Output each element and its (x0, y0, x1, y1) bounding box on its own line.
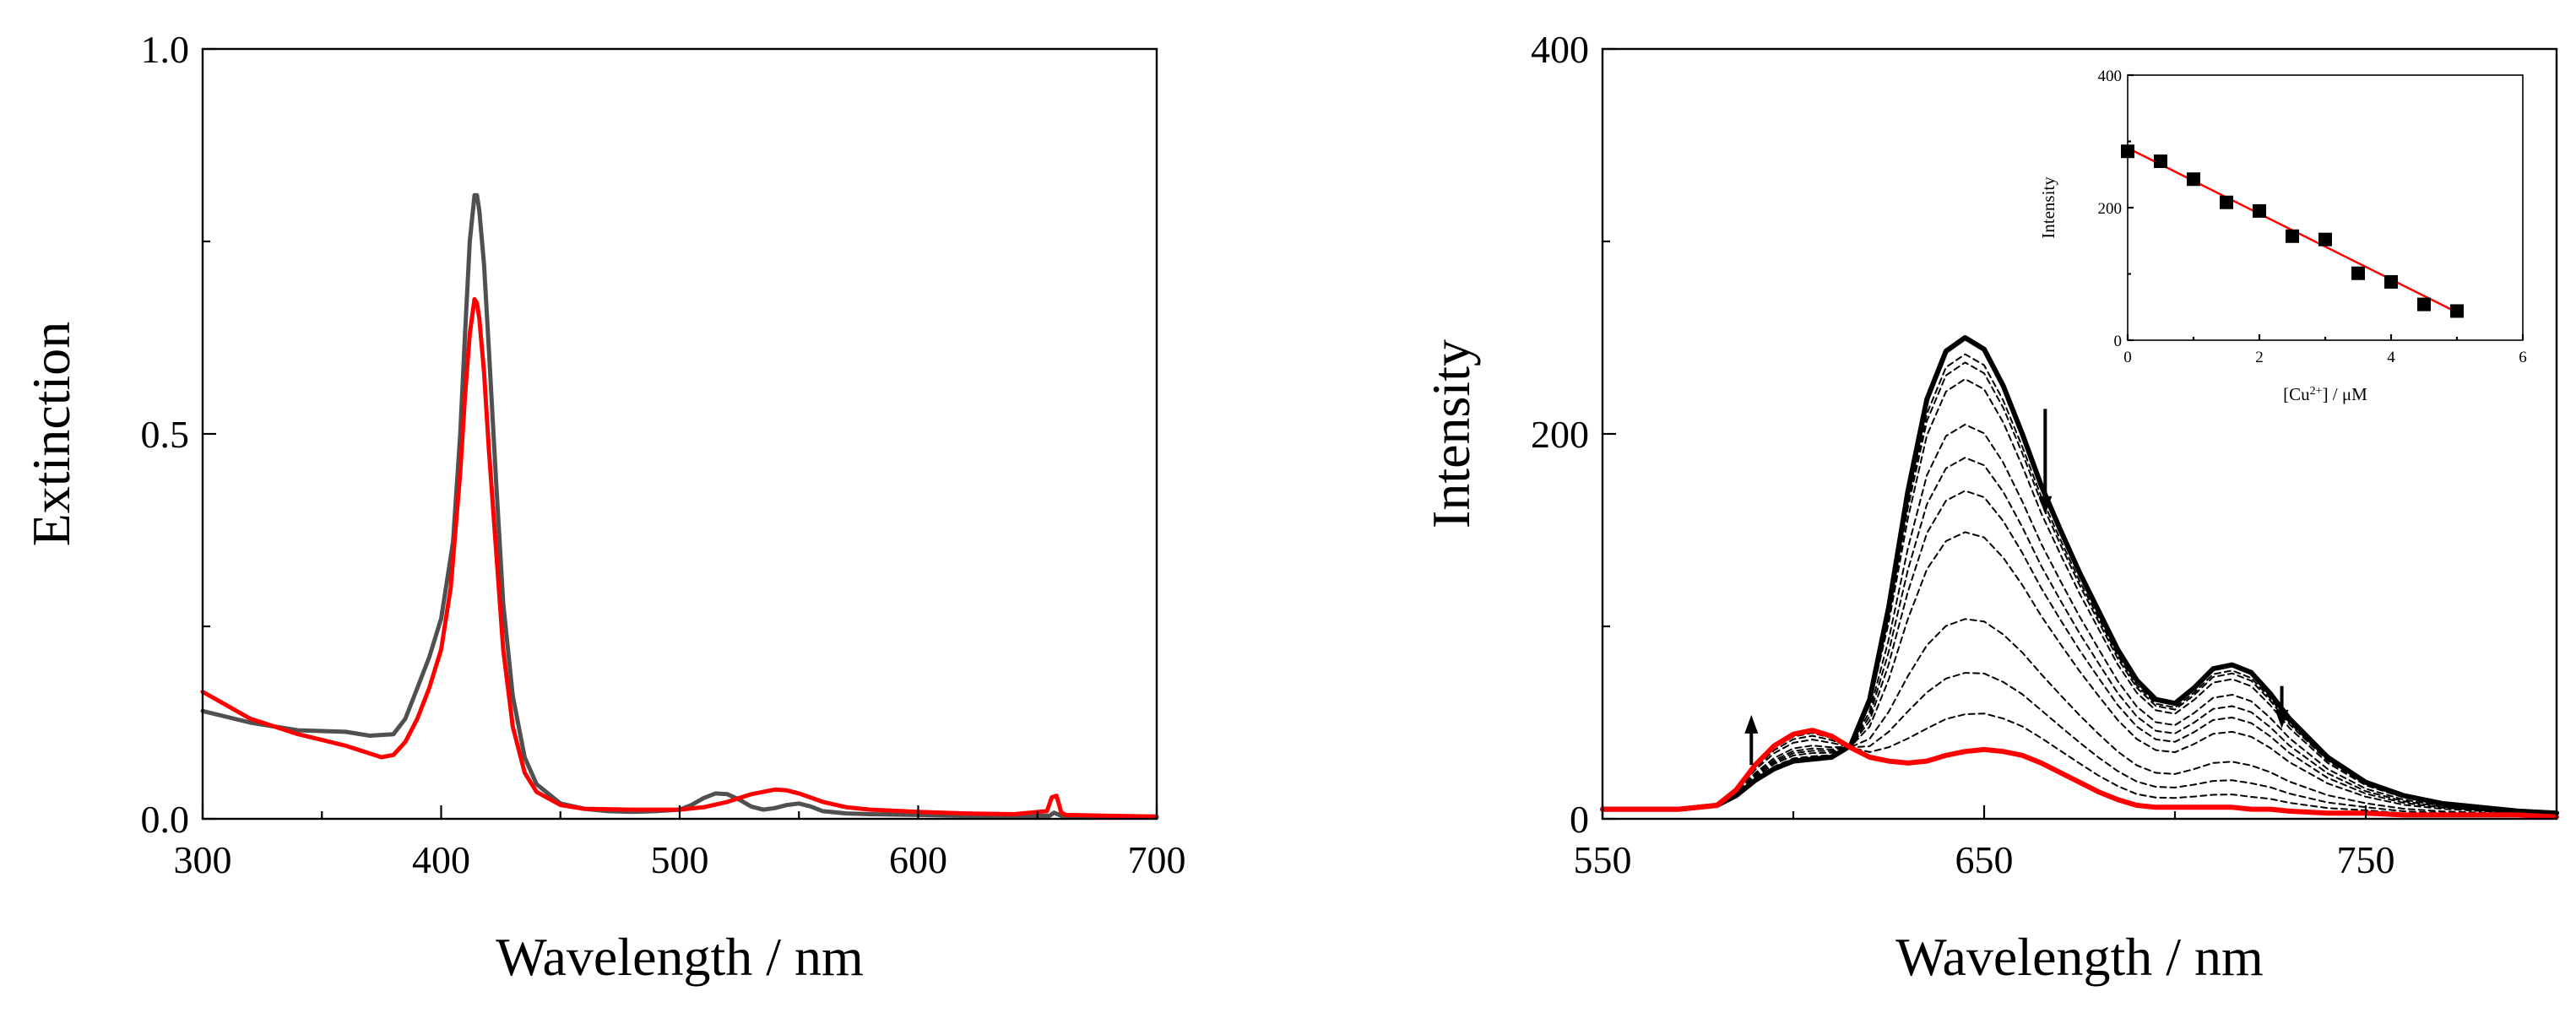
inset-x-ticks: 0 2 4 6 (2123, 334, 2527, 366)
y-tick-label: 200 (1531, 413, 1589, 456)
calibration-point (2187, 172, 2200, 187)
calibration-point (2220, 195, 2233, 209)
titration-curve-10 (1602, 712, 2557, 818)
extinction-plot-frame (201, 47, 1158, 821)
x-tick-label: 300 (174, 838, 232, 881)
final-curve (1600, 728, 2559, 820)
extinction-curve-1 (200, 192, 1159, 820)
inset-x-axis-label: [Cu2+] / μM (2283, 384, 2367, 404)
titration-curve-3 (1602, 378, 2557, 815)
y-tick-label: 0 (1570, 798, 1589, 841)
extinction-x-ticks: 300 400 500 600 700 (174, 805, 1186, 881)
arrow-head-3 (2275, 709, 2289, 729)
arrow-head-2 (2038, 496, 2053, 515)
fluorescence-plot-frame (1601, 47, 2558, 821)
x-tick-label: 550 (1574, 838, 1632, 881)
y-tick-label: 1.0 (141, 28, 190, 71)
inset-plot-frame (2127, 74, 2524, 341)
x-tick-label: 0 (2123, 349, 2132, 366)
calibration-point (2384, 274, 2398, 289)
titration-curve-8 (1602, 618, 2557, 817)
calibration-point (2286, 229, 2299, 243)
inset-y-ticks: 0 200 400 (2098, 68, 2134, 350)
x-tick-label: 700 (1128, 838, 1186, 881)
titration-curve-6 (1602, 490, 2557, 815)
y-tick-label: 0 (2114, 333, 2123, 350)
trend-arrows (1744, 409, 2289, 766)
fluorescence-y-axis-label: Intensity (1421, 339, 1481, 528)
titration-curve-7 (1602, 531, 2557, 816)
calibration-point (2450, 304, 2464, 318)
extinction-chart: 300 400 500 600 700 0.0 0.5 1.0 Wavelength / n… (21, 28, 1186, 987)
extinction-x-axis-label: Wavelength / nm (496, 927, 864, 987)
x-tick-label: 750 (2337, 838, 2395, 881)
extinction-y-axis-label: Extinction (21, 322, 81, 547)
calibration-points (2121, 144, 2464, 318)
x-tick-label: 500 (651, 838, 709, 881)
fluorescence-y-ticks: 0 200 400 (1531, 28, 1616, 841)
calibration-point (2253, 203, 2266, 218)
x-tick-label: 6 (2519, 349, 2527, 366)
arrow-head-1 (1744, 714, 1759, 734)
x-tick-label: 2 (2255, 349, 2264, 366)
extinction-series (200, 192, 1159, 820)
calibration-inset: 0 2 4 6 0 200 400 [Cu2+] / μM Intensity (2038, 68, 2527, 404)
x-tick-label: 4 (2387, 349, 2395, 366)
x-tick-label: 400 (412, 838, 470, 881)
titration-curve-2 (1602, 361, 2557, 815)
extinction-y-ticks: 0.0 0.5 1.0 (141, 28, 216, 841)
y-tick-label: 400 (2098, 68, 2123, 85)
titration-curve-4 (1602, 423, 2557, 815)
fluorescence-series (1600, 335, 2559, 820)
y-tick-label: 200 (2098, 200, 2123, 218)
titration-curve-9 (1602, 672, 2557, 817)
y-tick-label: 400 (1531, 28, 1589, 71)
calibration-point (2351, 266, 2365, 280)
y-tick-label: 0.0 (141, 798, 190, 841)
initial-curve (1600, 335, 2559, 816)
calibration-point (2154, 154, 2167, 169)
x-tick-label: 600 (889, 838, 947, 881)
y-tick-label: 0.5 (141, 413, 190, 456)
inset-y-axis-label: Intensity (2038, 176, 2058, 239)
fluorescence-x-ticks: 550 650 750 (1574, 805, 2395, 881)
x-tick-label: 650 (1955, 838, 2014, 881)
calibration-point (2318, 232, 2332, 246)
calibration-point (2417, 297, 2431, 311)
fluorescence-x-axis-label: Wavelength / nm (1895, 927, 2264, 987)
extinction-curve-2 (200, 296, 1159, 819)
titration-curve-5 (1602, 457, 2557, 815)
